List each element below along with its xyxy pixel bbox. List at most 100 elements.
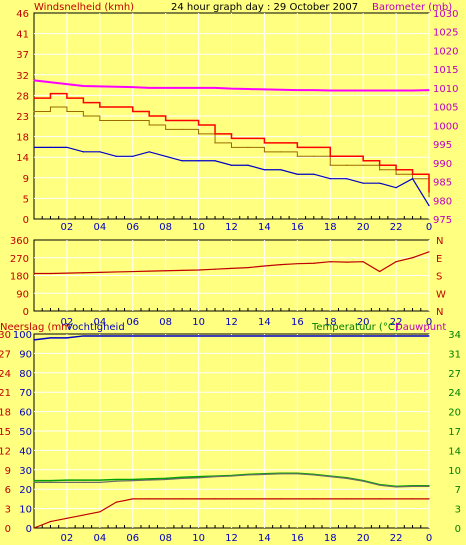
wind-direction-line-point: [66, 272, 68, 274]
wind-gust-line-point: [296, 146, 298, 148]
wind-average-line-point: [329, 178, 331, 180]
x-tick-label: 12: [225, 222, 238, 233]
temperature-tick-label: 0: [455, 524, 461, 535]
temperature-line-point: [99, 481, 101, 483]
y-tick-label: 0: [23, 215, 29, 226]
y2-tick-label: 995: [433, 140, 452, 151]
humidity-line-point: [230, 335, 233, 337]
humidity-line-point: [379, 335, 381, 337]
wind-direction-line-point: [82, 272, 84, 274]
rain-line-point: [49, 520, 52, 523]
wind-gust-line: [34, 92, 430, 193]
wind-gust-line-point: [197, 124, 200, 126]
wind-speed-line-point: [346, 164, 348, 166]
y2-tick-label: N: [436, 236, 443, 247]
rain-tick-label: 12: [0, 446, 11, 457]
temperature-line-point: [296, 473, 298, 475]
barometer-line-point: [313, 89, 315, 91]
temperature-tick-label: 3: [455, 505, 461, 516]
wind-direction-line-point: [379, 270, 381, 273]
humidity-line-point: [181, 335, 183, 337]
temperature-line-point: [395, 486, 397, 488]
x-tick-label: 08: [159, 317, 172, 328]
temperature-line-point: [280, 473, 282, 475]
rain-line-point: [132, 498, 134, 500]
rain-line-point: [66, 517, 68, 519]
humidity-line-point: [247, 335, 249, 337]
temperature-line-point: [82, 481, 84, 483]
y2-tick-label: E: [436, 254, 442, 265]
barometer-line-point: [247, 88, 249, 90]
wind-gust-line-point: [214, 133, 216, 135]
barometer-line-point: [214, 87, 216, 89]
barometer-line-point: [33, 79, 35, 82]
wind-average-line-point: [346, 178, 348, 180]
x-tick-label: 04: [93, 222, 106, 233]
wind-gust-line-point: [82, 101, 84, 104]
x-tick-label: 18: [324, 533, 337, 544]
temperature-line-point: [411, 485, 414, 487]
wind-speed-line-point: [82, 115, 84, 117]
wind-gust-line-point: [99, 106, 101, 108]
x-tick-label: 14: [258, 222, 271, 233]
wind-average-line-point: [132, 155, 134, 157]
temperature-line-point: [230, 475, 233, 477]
wind-direction-line-point: [313, 262, 315, 264]
x-tick-label: 06: [126, 533, 139, 544]
grid-lines: [34, 13, 430, 528]
rain-line-point: [263, 498, 266, 500]
wind-direction-line-point: [411, 257, 414, 259]
rain-line-point: [115, 501, 117, 503]
rain-line-point: [214, 498, 216, 500]
x-tick-label: 18: [324, 317, 337, 328]
y2-tick-label: 1020: [433, 46, 458, 57]
wind-speed-line-point: [214, 142, 216, 144]
barometer-line-point: [428, 89, 430, 91]
dewpoint-line-point: [49, 480, 52, 482]
dewpoint-line-point: [181, 476, 183, 478]
rain-tick-label: 30: [0, 330, 11, 341]
wind-average-line-point: [181, 160, 183, 162]
humidity-line-point: [148, 335, 150, 337]
y2-tick-label: 975: [433, 215, 452, 226]
humidity-line-point: [82, 335, 84, 337]
dewpoint-line-point: [115, 478, 117, 481]
wind-average-line-point: [148, 151, 150, 153]
wind-gust-line-point: [181, 119, 183, 122]
wind-speed-line-point: [230, 146, 233, 148]
wind-average-line-point: [99, 151, 101, 153]
barometer-line-point: [411, 89, 414, 92]
y2-tick-label: 1030: [433, 9, 458, 20]
barometer-line-point: [132, 86, 134, 88]
wind-gust-line-point: [313, 146, 315, 148]
x-tick-label: 12: [225, 533, 238, 544]
wind-gust-line-point: [165, 119, 167, 122]
barometer-line-point: [66, 83, 68, 85]
wind-speed-line-point: [49, 106, 52, 108]
wind-gust-line-point: [329, 155, 331, 157]
rain-line-point: [99, 511, 101, 513]
humidity-line-point: [132, 335, 134, 337]
humidity-tick-label: 30: [19, 466, 32, 477]
temperature-line-point: [115, 480, 117, 482]
x-tick-label: 10: [192, 533, 205, 544]
wind-direction-line-point: [247, 267, 249, 269]
wind-average-line-point: [230, 164, 233, 166]
rain-line-point: [296, 498, 298, 500]
wind-speed-line-point: [148, 124, 150, 126]
temperature-tick-label: 34: [448, 330, 461, 341]
temperature-line-point: [49, 481, 52, 483]
rain-line-point: [247, 498, 249, 500]
rain-line-point: [329, 498, 331, 500]
rain-line-point: [148, 498, 150, 500]
dewpoint-line-point: [33, 480, 35, 482]
x-tick-label: 04: [93, 317, 106, 328]
humidity-line-point: [66, 337, 68, 339]
wind-average-line-point: [197, 160, 200, 162]
wind-gust-line-point: [230, 137, 233, 139]
rain-line-point: [165, 498, 167, 500]
wind-direction-line-point: [181, 269, 183, 271]
dewpoint-line-point: [197, 476, 200, 478]
humidity-line-point: [280, 335, 282, 337]
rain-tick-label: 9: [5, 466, 11, 477]
